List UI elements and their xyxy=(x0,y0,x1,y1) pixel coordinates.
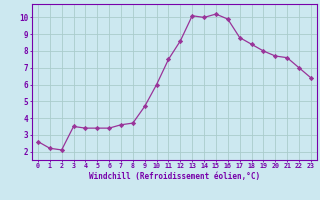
X-axis label: Windchill (Refroidissement éolien,°C): Windchill (Refroidissement éolien,°C) xyxy=(89,172,260,181)
